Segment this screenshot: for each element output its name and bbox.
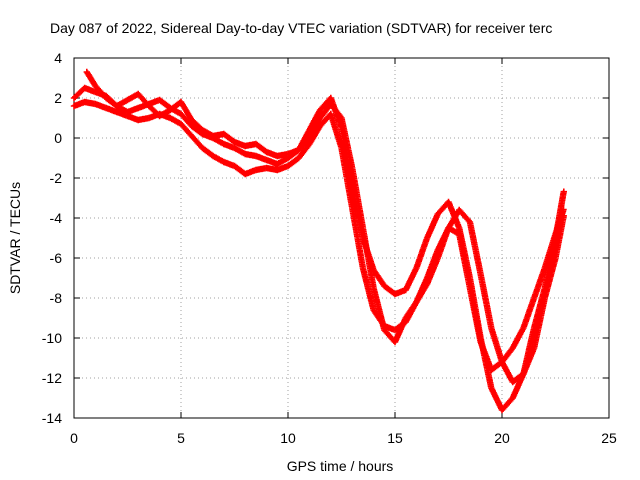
data-point [167, 114, 183, 127]
data-point [92, 82, 109, 100]
data-point [295, 136, 312, 154]
data-point [113, 97, 130, 110]
x-tick-label: 25 [601, 430, 617, 446]
data-point [135, 90, 151, 108]
data-point [466, 218, 484, 276]
chart-title: Day 087 of 2022, Sidereal Day-to-day VTE… [50, 20, 552, 36]
data-point [177, 98, 194, 122]
y-tick-label: -10 [42, 330, 62, 346]
data-point [338, 144, 356, 210]
data-point [370, 284, 388, 332]
data-point [188, 116, 205, 133]
data-point [177, 120, 194, 138]
data-point [530, 296, 548, 352]
data-point [349, 204, 366, 270]
data-point [530, 266, 548, 302]
x-tick-label: 10 [280, 430, 296, 446]
data-point [359, 224, 377, 290]
data-point [306, 116, 323, 142]
data-point [456, 230, 473, 290]
data-point [552, 212, 567, 262]
y-tick-label: -12 [42, 370, 62, 386]
data-point [509, 371, 526, 386]
y-tick-label: 2 [54, 90, 62, 106]
data-point [327, 100, 344, 120]
data-point [456, 206, 472, 224]
data-point [477, 270, 495, 330]
data-point [391, 316, 409, 346]
y-tick-label: 4 [54, 50, 62, 66]
data-point [306, 108, 323, 134]
data-point [466, 284, 484, 344]
data-point [327, 110, 345, 150]
data-point [209, 152, 226, 165]
data-point [488, 324, 505, 364]
data-point [509, 326, 526, 352]
data-point [477, 338, 494, 372]
y-axis-title: SDTVAR / TECUs [7, 182, 23, 294]
data-point [488, 384, 505, 412]
data-point [498, 396, 515, 414]
data-point [434, 226, 452, 262]
x-axis-title: GPS time / hours [287, 458, 394, 474]
data-point [83, 68, 98, 88]
y-tick-label: -6 [50, 250, 63, 266]
data-point [188, 132, 205, 150]
data-point [423, 256, 441, 288]
series-track-3 [83, 68, 567, 386]
x-tick-label: 5 [177, 430, 185, 446]
y-tick-label: -8 [50, 290, 63, 306]
data-point [177, 110, 194, 128]
data-point [284, 155, 301, 170]
x-tick-label: 0 [70, 430, 78, 446]
data-point [520, 296, 537, 332]
data-point [498, 358, 516, 384]
data-point [156, 96, 173, 111]
data-point [359, 264, 377, 312]
data-point [541, 232, 559, 272]
data-point [445, 208, 462, 232]
data-point [316, 102, 333, 122]
plot-frame [73, 57, 610, 419]
data-point [413, 236, 430, 272]
data-point [413, 282, 430, 306]
x-tick-label: 20 [494, 430, 510, 446]
series-track-1 [70, 84, 567, 414]
data-point [349, 164, 366, 230]
data-point [188, 122, 205, 137]
data-point [295, 142, 312, 162]
data-point [338, 114, 355, 170]
data-point [423, 212, 441, 242]
data-point [402, 266, 419, 294]
data-marks [70, 68, 567, 414]
data-point [274, 155, 290, 168]
y-tick-label: -14 [42, 410, 62, 426]
y-tick-label: -2 [50, 170, 63, 186]
x-tick-label: 15 [387, 430, 403, 446]
data-point [220, 130, 237, 145]
data-point [252, 140, 269, 155]
data-point [541, 256, 559, 302]
y-tick-label: 0 [54, 130, 62, 146]
data-point [156, 107, 172, 120]
y-tick-label: -4 [50, 210, 63, 226]
data-point [306, 124, 323, 148]
data-point [402, 300, 419, 322]
data-point [520, 346, 537, 378]
data-point [231, 144, 247, 157]
data-point [199, 144, 215, 159]
